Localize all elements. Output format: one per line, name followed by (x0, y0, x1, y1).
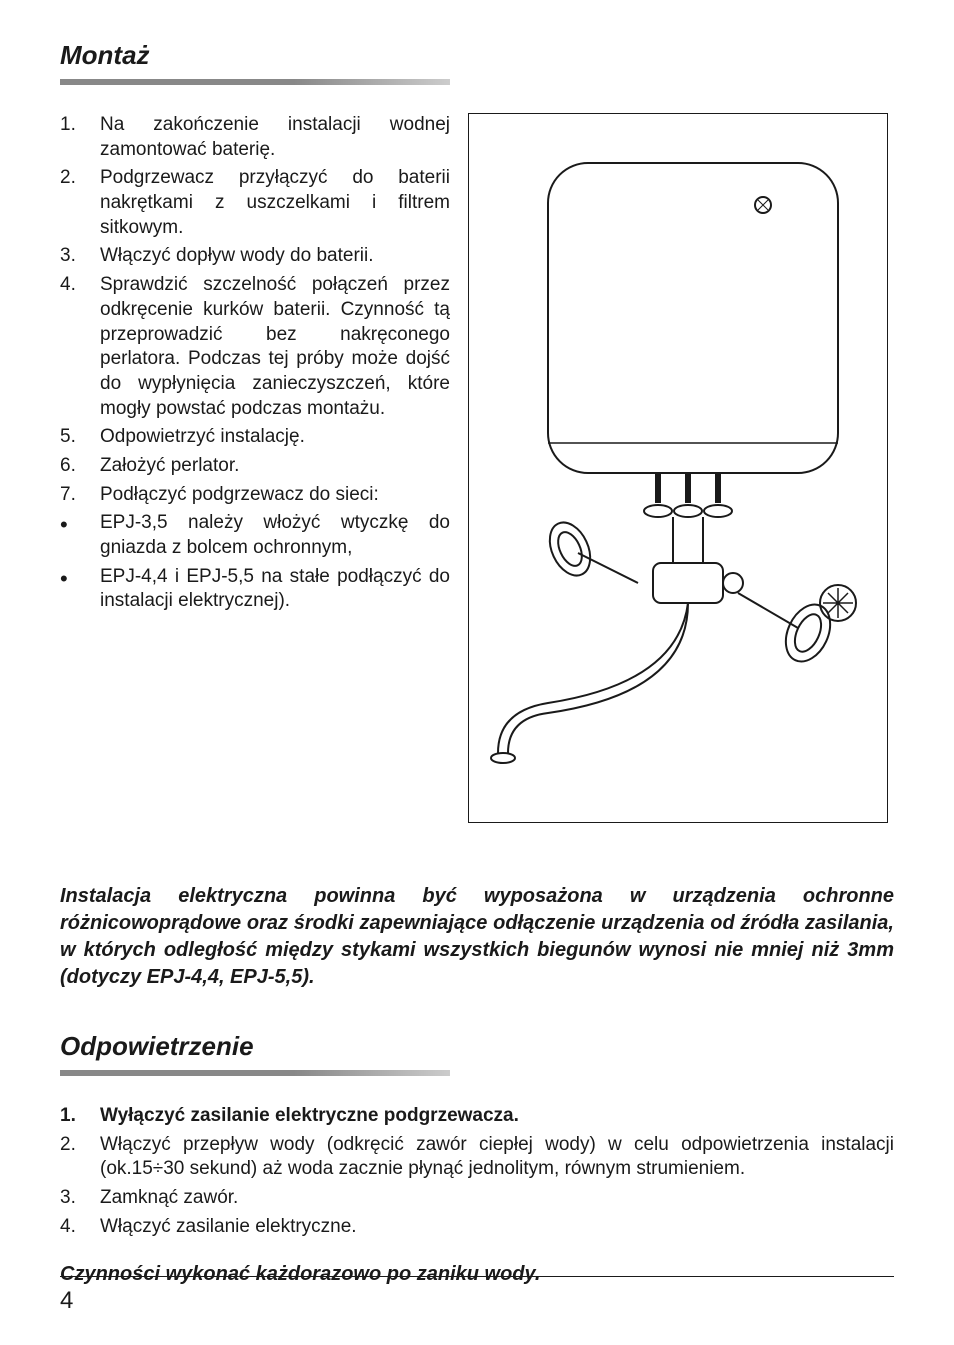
section-venting: Odpowietrzenie Wyłączyć zasilanie elektr… (60, 1031, 894, 1286)
title-rule (60, 79, 450, 85)
list-item: Podłączyć podgrzewacz do sieci: (60, 483, 450, 508)
list-item: Włączyć przepływ wody (odkręcić zawór ci… (60, 1133, 894, 1182)
list-item: Na zakończenie instalacji wodnej zamonto… (60, 113, 450, 162)
list-item: Włączyć zasilanie elektryczne. (60, 1215, 894, 1240)
list-item: EPJ-4,4 i EPJ-5,5 na stałe podłączyć do … (60, 565, 450, 614)
figure-frame (468, 113, 888, 823)
footer-rule (60, 1276, 894, 1277)
list-item: Podgrzewacz przyłączyć do baterii nakręt… (60, 166, 450, 240)
section-title-montage: Montaż (60, 40, 894, 71)
venting-ordered-list: Wyłączyć zasilanie elektryczne podgrzewa… (60, 1104, 894, 1239)
montage-bullet-list: EPJ-3,5 należy włożyć wtyczkę do gniazda… (60, 511, 450, 614)
page-footer: 4 (60, 1276, 894, 1315)
list-item: Włączyć dopływ wody do baterii. (60, 244, 450, 269)
list-item: Założyć perlator. (60, 454, 450, 479)
electrical-warning-paragraph: Instalacja elektryczna powinna być wypos… (60, 883, 894, 991)
list-item: Sprawdzić szczelność połączeń przez odkr… (60, 273, 450, 421)
list-item: Wyłączyć zasilanie elektryczne podgrzewa… (60, 1104, 894, 1129)
page-number: 4 (60, 1287, 894, 1315)
montage-two-column-block: Na zakończenie instalacji wodnej zamonto… (60, 113, 894, 823)
list-item: EPJ-3,5 należy włożyć wtyczkę do gniazda… (60, 511, 450, 560)
list-item: Odpowietrzyć instalację. (60, 425, 450, 450)
title-rule (60, 1070, 450, 1076)
section-montage: Montaż Na zakończenie instalacji wodnej … (60, 40, 894, 823)
list-item: Zamknąć zawór. (60, 1186, 894, 1211)
montage-text-column: Na zakończenie instalacji wodnej zamonto… (60, 113, 450, 823)
heater-faucet-illustration (488, 133, 868, 803)
section-title-venting: Odpowietrzenie (60, 1031, 894, 1062)
montage-figure-column (468, 113, 894, 823)
montage-ordered-list: Na zakończenie instalacji wodnej zamonto… (60, 113, 450, 507)
